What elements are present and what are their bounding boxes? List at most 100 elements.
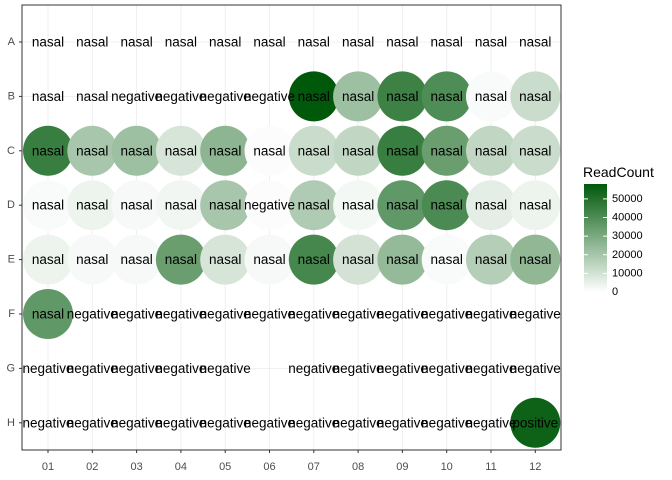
y-tick-label: F — [8, 308, 15, 320]
panel-border — [21, 4, 562, 451]
well-bubble-E12 — [510, 234, 561, 285]
well-label-C08: nasal — [342, 143, 374, 158]
well-label-A12: nasal — [519, 35, 551, 50]
well-bubble-C07 — [288, 125, 339, 176]
well-label-E07: nasal — [298, 252, 330, 267]
well-label-F12: negative — [510, 307, 561, 322]
well-label-E03: nasal — [120, 252, 152, 267]
well-label-D11: nasal — [475, 198, 507, 213]
well-label-A08: nasal — [342, 35, 374, 50]
well-label-B06: negative — [244, 89, 295, 104]
well-label-F02: negative — [67, 307, 118, 322]
well-bubble-C11 — [466, 125, 516, 176]
well-label-C01: nasal — [32, 143, 64, 158]
well-bubble-B07 — [288, 71, 339, 122]
x-tick-label: 09 — [396, 461, 408, 473]
y-tick-label: B — [8, 90, 15, 102]
well-label-H08: negative — [333, 415, 384, 430]
well-label-F05: negative — [200, 307, 251, 322]
well-label-G03: negative — [111, 361, 162, 376]
legend-label: 10000 — [612, 267, 643, 279]
well-label-D08: nasal — [342, 198, 374, 213]
legend-label: 20000 — [612, 249, 643, 261]
well-bubble-C03 — [111, 125, 162, 176]
well-bubble-E02 — [67, 234, 118, 285]
well-bubble-C01 — [23, 125, 73, 176]
well-bubble-B12 — [510, 71, 561, 122]
well-bubble-D03 — [111, 180, 162, 231]
y-tick-label: C — [7, 145, 15, 157]
well-bubble-C10 — [421, 125, 472, 176]
x-tick-label: 05 — [219, 461, 231, 473]
well-label-D06: negative — [244, 198, 295, 213]
well-bubble-D09 — [377, 180, 428, 231]
well-bubble-E04 — [155, 234, 206, 285]
well-label-C12: nasal — [519, 143, 551, 158]
x-tick-label: 03 — [130, 461, 142, 473]
well-bubble-E06 — [244, 234, 295, 285]
well-label-D01: nasal — [32, 198, 64, 213]
well-bubble-D04 — [155, 180, 206, 231]
well-label-C03: nasal — [120, 143, 152, 158]
legend-colorbar — [584, 184, 607, 292]
well-label-H10: negative — [421, 415, 472, 430]
y-tick-label: G — [6, 362, 15, 374]
well-label-E08: nasal — [342, 252, 374, 267]
well-label-C04: nasal — [165, 143, 197, 158]
x-tick-label: 12 — [529, 461, 541, 473]
well-label-D03: nasal — [120, 198, 152, 213]
well-label-F04: negative — [155, 307, 206, 322]
well-label-G10: negative — [421, 361, 472, 376]
x-tick-label: 11 — [485, 461, 496, 473]
y-tick-label: H — [7, 417, 15, 429]
well-label-G04: negative — [155, 361, 206, 376]
well-label-E10: nasal — [431, 252, 463, 267]
well-bubble-E07 — [288, 234, 339, 285]
well-label-E01: nasal — [32, 252, 64, 267]
well-bubble-D10 — [421, 180, 472, 231]
well-label-E12: nasal — [519, 252, 551, 267]
well-label-G09: negative — [377, 361, 428, 376]
well-label-A03: nasal — [120, 35, 152, 50]
axes: 01 02 03 04 05 06 07 08 09 10 11 12 A B C D E F G H — [6, 36, 541, 473]
well-label-A09: nasal — [386, 35, 418, 50]
well-bubble-D01 — [23, 180, 73, 231]
well-label-A07: nasal — [298, 35, 330, 50]
well-label-G11: negative — [465, 361, 516, 376]
well-bubble-D07 — [288, 180, 339, 231]
well-label-C02: nasal — [76, 143, 108, 158]
legend-label: 50000 — [612, 193, 643, 205]
x-tick-label: 01 — [42, 461, 54, 473]
well-label-H12: positive — [512, 415, 558, 430]
well-label-B08: nasal — [342, 89, 374, 104]
well-bubble-C04 — [155, 125, 206, 176]
well-label-E09: nasal — [386, 252, 418, 267]
well-label-B03: negative — [111, 89, 162, 104]
well-label-E06: nasal — [253, 252, 285, 267]
well-label-A11: nasal — [475, 35, 507, 50]
well-label-B11: nasal — [475, 89, 507, 104]
well-label-G12: negative — [510, 361, 561, 376]
well-bubble-B08 — [333, 71, 384, 122]
well-label-G07: negative — [288, 361, 339, 376]
well-label-E02: nasal — [76, 252, 108, 267]
well-label-F08: negative — [333, 307, 384, 322]
well-label-B05: negative — [200, 89, 251, 104]
well-labels: nasal nasal nasal nasal nasal nasal nasal nasal… — [22, 35, 560, 431]
well-label-D09: nasal — [386, 198, 418, 213]
well-label-H11: negative — [465, 415, 516, 430]
well-label-H04: negative — [155, 415, 206, 430]
well-label-A04: nasal — [165, 35, 197, 50]
well-label-H03: negative — [111, 415, 162, 430]
well-label-G02: negative — [67, 361, 118, 376]
y-tick-label: A — [8, 36, 16, 48]
well-label-A10: nasal — [431, 35, 463, 50]
well-label-B02: nasal — [76, 89, 108, 104]
well-label-C10: nasal — [431, 143, 463, 158]
x-tick-label: 10 — [441, 461, 453, 473]
x-tick-label: 04 — [175, 461, 187, 473]
legend-label: 30000 — [612, 230, 643, 242]
well-label-A02: nasal — [76, 35, 108, 50]
